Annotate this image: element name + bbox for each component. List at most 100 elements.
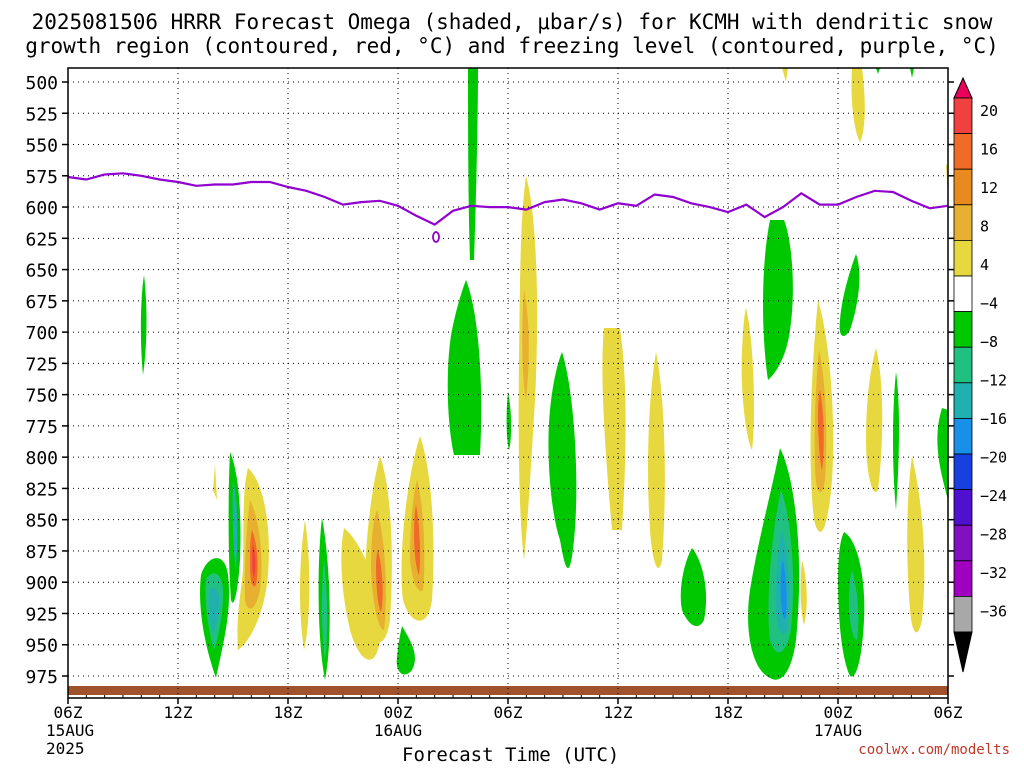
omega-contour <box>140 275 147 375</box>
omega-contour <box>396 626 415 675</box>
colorbar-swatch <box>953 524 973 562</box>
y-tick-label: 650 <box>25 261 58 282</box>
omega-contour <box>680 548 707 627</box>
x-tick-label: 06Z <box>54 703 83 722</box>
colorbar-swatch <box>953 133 973 170</box>
omega-contour <box>910 68 914 78</box>
omega-contour <box>522 290 529 400</box>
x-tick-label: 18Z <box>274 703 303 722</box>
y-tick-label: 700 <box>25 323 58 344</box>
y-tick-label: 600 <box>25 198 58 219</box>
y-tick-label: 500 <box>25 73 58 94</box>
y-axis: 500 525 550 575 600 625 650 675 700 725 750 775 800 8… <box>25 73 954 688</box>
omega-contour <box>252 545 256 578</box>
colorbar-swatch <box>953 382 973 419</box>
colorbar-bottom-arrow <box>953 631 973 673</box>
colorbar-swatch <box>953 239 973 277</box>
x-tick-label: 12Z <box>164 703 193 722</box>
omega-contour <box>548 352 577 569</box>
x-tick-label: 00Z <box>824 703 853 722</box>
colorbar-label: 12 <box>980 179 998 197</box>
source-watermark: coolwx.com/modelts <box>858 742 1010 758</box>
colorbar-label: 16 <box>980 141 998 159</box>
omega-contour <box>780 560 787 620</box>
freezing-level-closed-contour <box>432 231 440 243</box>
colorbar-label: −12 <box>980 372 1007 390</box>
chart-title: 2025081506 HRRR Forecast Omega (shaded, … <box>31 10 993 34</box>
colorbar-label: −36 <box>980 603 1007 621</box>
colorbar-swatch <box>953 168 973 206</box>
omega-contour <box>468 68 478 260</box>
colorbar-label: −16 <box>980 410 1007 428</box>
x-tick-label: 12Z <box>604 703 633 722</box>
colorbar-label: 8 <box>980 218 989 236</box>
y-tick-label: 925 <box>25 604 58 625</box>
omega-contour <box>321 560 328 660</box>
omega-contour <box>213 464 217 500</box>
x-tick-label: 06Z <box>494 703 523 722</box>
omega-contour <box>506 392 512 450</box>
colorbar-top-arrow <box>953 76 973 99</box>
y-tick-label: 950 <box>25 636 58 657</box>
freezing-level-line <box>67 172 949 226</box>
y-tick-label: 750 <box>25 386 58 407</box>
colorbar-swatch <box>953 453 973 490</box>
omega-contour <box>648 352 665 569</box>
omega-contour <box>893 372 899 510</box>
colorbar-swatch <box>953 346 973 384</box>
omega-contour <box>849 570 859 640</box>
colorbar-label: 4 <box>980 256 989 274</box>
omega-contour <box>447 280 482 455</box>
ground-strip <box>68 686 948 695</box>
y-tick-label: 875 <box>25 542 58 563</box>
omega-contour <box>866 348 883 492</box>
omega-contour <box>299 520 310 650</box>
colorbar-label: −28 <box>980 526 1007 544</box>
colorbar-swatch <box>953 275 973 312</box>
colorbar-label: −8 <box>980 333 998 351</box>
colorbar: 20 16 12 8 4 −4 −8 −12 −16 −20 −24 −28 −32 −36 <box>953 76 1007 673</box>
y-tick-label: 550 <box>25 136 58 157</box>
y-tick-label: 725 <box>25 354 58 375</box>
omega-contour <box>208 587 219 632</box>
x-tick-label: 06Z <box>934 703 963 722</box>
omega-contour <box>602 328 626 530</box>
colorbar-swatch <box>953 417 973 455</box>
y-tick-label: 675 <box>25 292 58 313</box>
omega-contour <box>907 456 925 633</box>
x-year-label: 2025 <box>46 739 85 758</box>
colorbar-label: −24 <box>980 487 1007 505</box>
omega-shading <box>140 68 948 680</box>
omega-contour <box>414 505 420 575</box>
colorbar-label: −4 <box>980 295 998 313</box>
y-tick-label: 900 <box>25 573 58 594</box>
y-tick-label: 850 <box>25 511 58 532</box>
omega-contour <box>818 390 824 470</box>
omega-contour <box>763 220 793 380</box>
y-tick-label: 525 <box>25 104 58 125</box>
x-axis-title: Forecast Time (UTC) <box>402 744 620 766</box>
omega-contour <box>937 408 948 500</box>
y-tick-label: 800 <box>25 448 58 469</box>
x-date-label: 15AUG <box>46 721 94 740</box>
colorbar-swatch <box>953 596 973 633</box>
y-tick-label: 775 <box>25 417 58 438</box>
omega-contour <box>876 68 880 74</box>
colorbar-swatch <box>953 204 973 241</box>
chart-title-line2: growth region (contoured, red, °C) and f… <box>25 34 999 58</box>
colorbar-swatch <box>953 560 973 597</box>
colorbar-swatch <box>953 97 973 134</box>
y-tick-label: 625 <box>25 229 58 250</box>
y-tick-label: 575 <box>25 167 58 188</box>
colorbar-swatch <box>953 489 973 526</box>
x-tick-label: 18Z <box>714 703 743 722</box>
x-date-label: 17AUG <box>814 721 862 740</box>
colorbar-label: −32 <box>980 564 1007 582</box>
y-tick-label: 975 <box>25 667 58 688</box>
y-tick-label: 825 <box>25 479 58 500</box>
omega-contour <box>741 308 754 450</box>
colorbar-label: 20 <box>980 102 998 120</box>
omega-contour <box>851 68 865 142</box>
